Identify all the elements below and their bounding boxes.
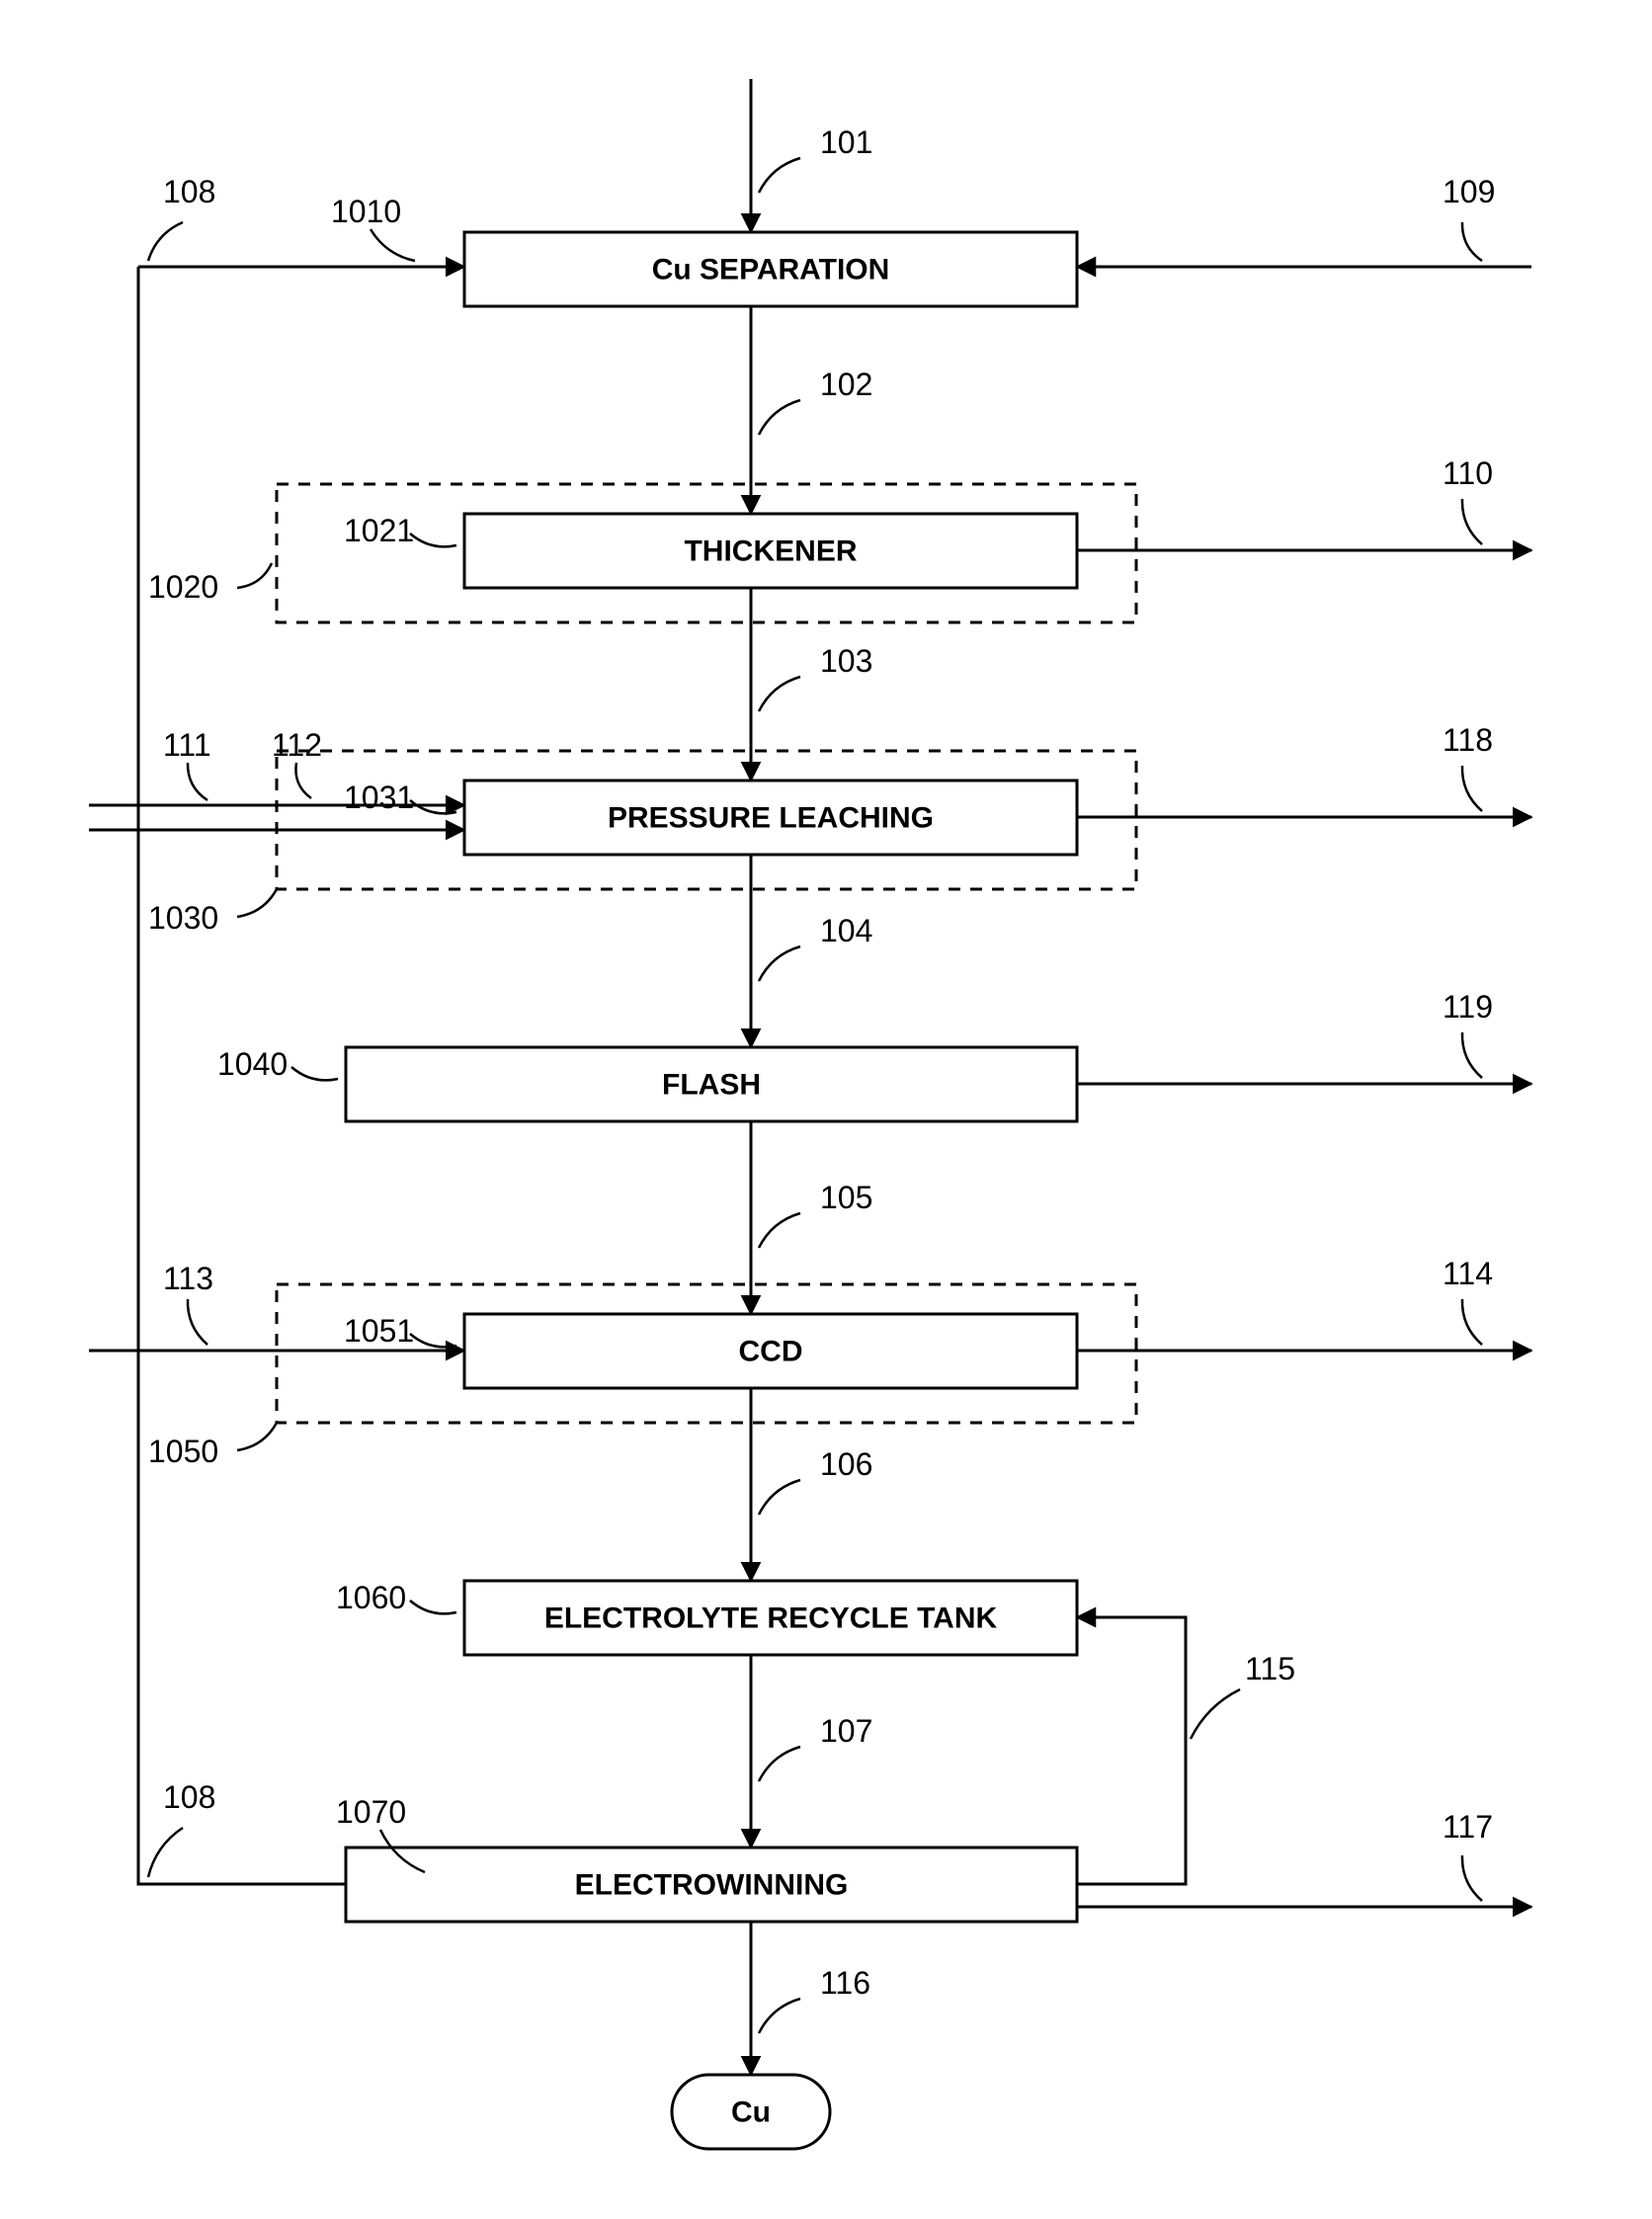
label-1030: 1030 xyxy=(148,900,218,936)
label-112: 112 xyxy=(272,727,322,763)
leader-104 xyxy=(759,946,800,981)
leader-102 xyxy=(759,400,800,435)
dashed-groups xyxy=(277,484,1136,1423)
thickener-box-label: THICKENER xyxy=(684,534,857,567)
label-1070: 1070 xyxy=(336,1794,406,1830)
leader-112 xyxy=(295,763,311,798)
label-104: 104 xyxy=(820,913,872,948)
leader-1051 xyxy=(410,1334,456,1347)
label-109: 109 xyxy=(1443,174,1495,209)
label-108b: 108 xyxy=(163,1779,215,1815)
cu-separation-box-label: Cu SEPARATION xyxy=(652,253,890,286)
label-119: 119 xyxy=(1443,989,1493,1025)
label-113: 113 xyxy=(163,1261,213,1296)
label-103: 103 xyxy=(820,643,872,679)
label-1050: 1050 xyxy=(148,1434,218,1469)
label-1020: 1020 xyxy=(148,569,218,605)
leader-110 xyxy=(1462,499,1482,544)
label-1051: 1051 xyxy=(344,1313,414,1349)
edge-115-recycle xyxy=(1077,1617,1186,1884)
electrolyte-recycle-tank-box-label: ELECTROLYTE RECYCLE TANK xyxy=(544,1602,998,1634)
leader-1060 xyxy=(410,1601,456,1613)
label-102: 102 xyxy=(820,367,872,402)
leader-1031 xyxy=(410,800,456,813)
label-116: 116 xyxy=(820,1965,870,2001)
leader-1020 xyxy=(237,563,272,588)
leader-113 xyxy=(188,1299,207,1345)
label-106: 106 xyxy=(820,1446,872,1482)
leader-101 xyxy=(759,158,800,193)
leader-107 xyxy=(759,1747,800,1781)
leader-115 xyxy=(1191,1689,1240,1739)
label-1021: 1021 xyxy=(344,513,414,548)
label-105: 105 xyxy=(820,1180,872,1215)
label-1040: 1040 xyxy=(217,1046,288,1082)
leader-1050 xyxy=(237,1423,277,1450)
leader-117 xyxy=(1462,1855,1482,1901)
pressure-leaching-box-label: PRESSURE LEACHING xyxy=(608,801,934,834)
leader-1021 xyxy=(410,534,456,546)
leader-114 xyxy=(1462,1299,1482,1345)
flowchart-canvas: Cu SEPARATION THICKENER PRESSURE LEACHING F… xyxy=(0,0,1652,2219)
electrowinning-box-label: ELECTROWINNING xyxy=(575,1868,849,1901)
label-117: 117 xyxy=(1443,1809,1493,1845)
nodes-group: Cu SEPARATION THICKENER PRESSURE LEACHING F… xyxy=(346,232,1077,2149)
label-111: 111 xyxy=(163,727,211,763)
leader-109 xyxy=(1462,222,1482,261)
label-115: 115 xyxy=(1245,1651,1295,1686)
flash-box-label: FLASH xyxy=(662,1068,761,1101)
leader-1040 xyxy=(291,1067,338,1080)
label-101: 101 xyxy=(820,124,872,160)
label-1031: 1031 xyxy=(344,780,414,815)
leader-111 xyxy=(188,763,207,800)
label-108a: 108 xyxy=(163,174,215,209)
leader-106 xyxy=(759,1480,800,1515)
leader-119 xyxy=(1462,1032,1482,1078)
label-114: 114 xyxy=(1443,1256,1493,1291)
ccd-box-label: CCD xyxy=(739,1335,803,1367)
label-1010: 1010 xyxy=(331,194,401,229)
leader-116 xyxy=(759,1999,800,2033)
leader-1030 xyxy=(237,889,277,917)
leader-108a xyxy=(148,222,183,261)
label-107: 107 xyxy=(820,1713,872,1749)
label-1060: 1060 xyxy=(336,1580,406,1615)
leader-118 xyxy=(1462,766,1482,811)
label-118: 118 xyxy=(1443,722,1493,758)
leader-105 xyxy=(759,1213,800,1248)
leader-1010 xyxy=(371,229,415,261)
leader-103 xyxy=(759,677,800,711)
label-110: 110 xyxy=(1443,455,1493,491)
leader-108b xyxy=(148,1828,183,1877)
cu-output-label: Cu xyxy=(731,2096,771,2128)
